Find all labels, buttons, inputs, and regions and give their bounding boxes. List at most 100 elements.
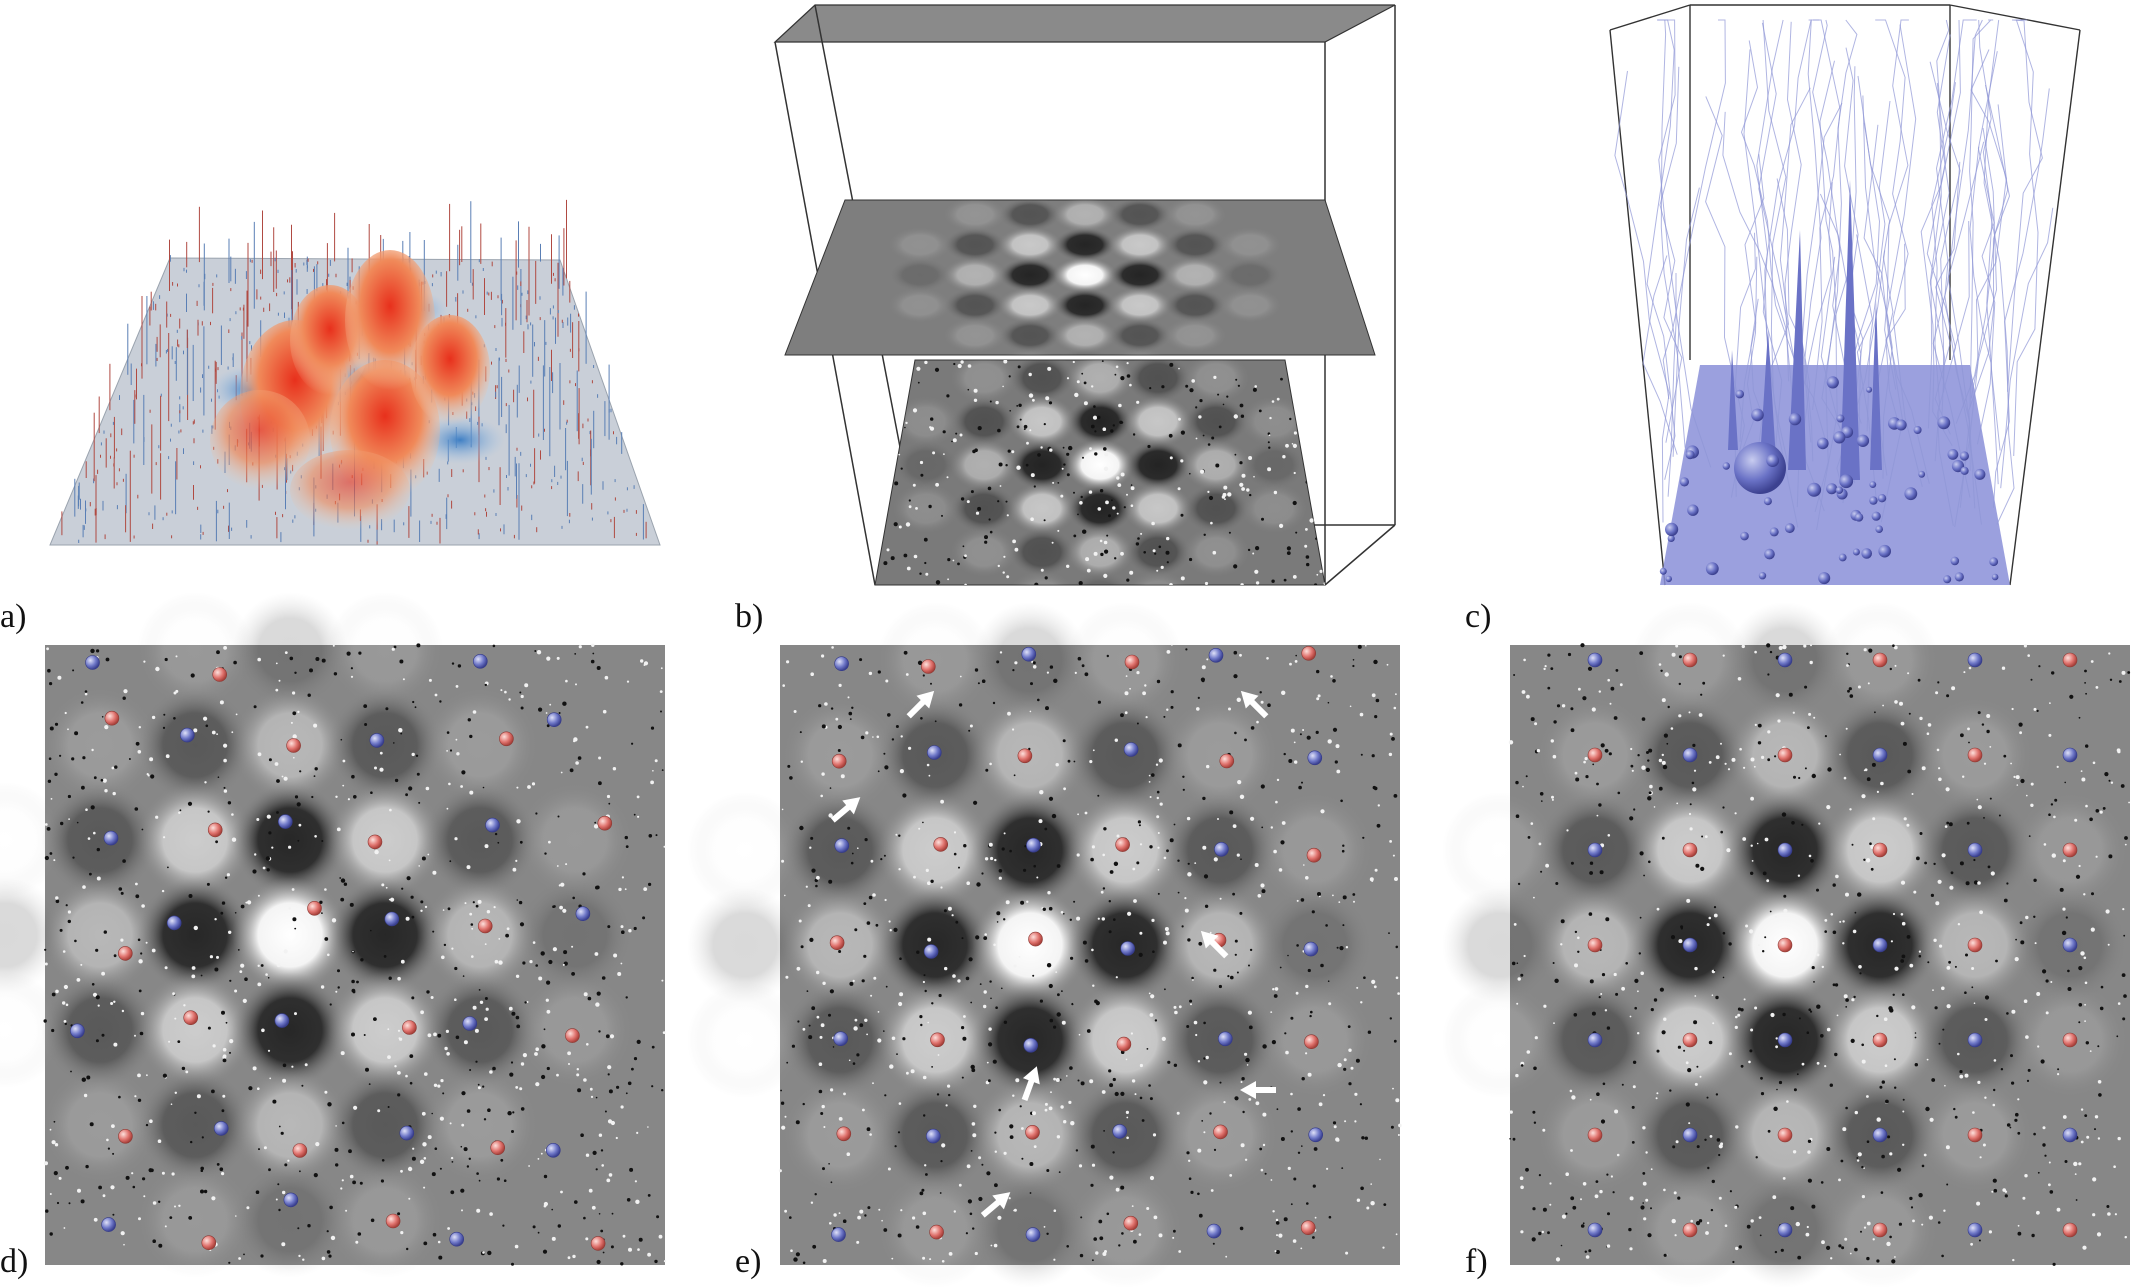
blue-sphere-icon [1587,842,1603,858]
blue-sphere-icon [1967,1222,1983,1238]
peaks [210,250,490,530]
red-sphere-icon [104,710,120,726]
bright-lobe [327,972,443,1088]
bright-lobe [1124,570,1192,585]
bright-lobe [687,982,803,1098]
red-sphere-icon [207,822,223,838]
red-sphere-icon [565,1028,580,1043]
bright-lobe [950,439,1018,491]
panel-label-c: c) [1465,598,1492,635]
bright-lobe [232,1067,348,1183]
blue-sphere-icon [1682,937,1698,953]
panel-c-field-lines [1510,0,2130,600]
bright-lobe [1163,257,1227,293]
charge-spheres [1587,652,2078,1238]
bright-lobe [877,602,993,718]
blue-sphere-icon [1214,842,1229,857]
panel-b-slice-box [755,0,1435,600]
bright-lobe [1124,396,1192,447]
blue-sphere-icon [1777,652,1793,668]
dark-lobe [1240,439,1308,491]
panel-d-slice-charges [0,592,675,1278]
dark-lobe [1182,483,1250,534]
red-sphere-icon [118,946,133,961]
blue-sphere-icon [1682,747,1698,763]
red-sphere-icon [183,1010,198,1026]
dark-lobe [42,972,158,1088]
blue-sphere-icon [546,712,562,727]
red-sphere-icon [933,837,948,852]
white-arrow-icon [1240,690,1269,719]
dark-lobe [1442,887,1558,1003]
bright-lobe [1442,982,1558,1098]
dark-lobe [327,687,443,803]
dark-lobe [137,877,253,993]
red-sphere-icon [2062,1222,2078,1238]
red-sphere-icon [1304,1034,1319,1050]
panel-label-f: f) [1465,1243,1488,1280]
dark-lobe [1066,570,1134,585]
dark-lobe [1008,360,1076,404]
red-sphere-icon [1682,842,1698,858]
blue-sphere-icon [278,814,293,829]
blue-sphere-icon [1587,652,1603,668]
bright-lobe [1008,396,1076,447]
blue-sphere-icon [1777,1032,1793,1048]
slice-image-f [1442,602,2131,1287]
blue-sphere-icon [462,1016,478,1031]
blue-sphere-icon [1872,937,1888,953]
thick-tubes [1728,180,1882,480]
red-sphere-icon [1872,1032,1888,1048]
red-sphere-icon [118,1128,133,1144]
dark-lobe [137,687,253,803]
red-sphere-icon [921,659,936,674]
bright-lobe [1108,227,1172,263]
red-sphere-icon [307,900,322,916]
blue-sphere-icon [180,727,195,743]
red-sphere-icon [1300,1220,1316,1236]
dark-lobe [998,200,1062,233]
blue-sphere-icon [1112,1124,1128,1139]
dark-lobe [1008,526,1076,578]
red-sphere-icon [829,935,845,951]
dark-lobe [1124,360,1192,404]
red-sphere-icon [1123,1215,1139,1231]
slice-box-plot [773,4,1396,586]
bright-lobe [1218,287,1282,323]
dark-lobe [1066,396,1134,447]
red-sphere-icon [1872,652,1888,668]
red-sphere-icon [836,1126,852,1142]
bright-lobe [137,782,253,898]
bright-lobe [1108,200,1172,202]
red-sphere-icon [1017,748,1033,764]
bright-lobe [422,877,538,993]
red-sphere-icon [1219,753,1235,769]
bright-lobe [998,227,1062,263]
bright-lobe [998,200,1062,202]
charge-spheres [70,653,613,1251]
red-sphere-icon [1967,747,1983,763]
panel-label-e: e) [735,1243,762,1280]
annotation-arrows [830,690,1276,1218]
lower-slice [874,359,1326,586]
bright-lobe [877,792,993,908]
red-sphere-icon [402,1020,417,1035]
bright-lobe [422,687,538,803]
red-sphere-icon [1777,747,1793,763]
dark-lobe [1053,287,1117,323]
dark-lobe [1124,526,1192,578]
red-sphere-icon [1115,837,1130,852]
dark-lobe [1108,200,1172,233]
blue-sphere-icon [834,656,849,672]
blue-sphere-icon [369,733,385,748]
bright-lobe [1053,257,1117,293]
panel-e-slice-charges-arrows [687,602,1410,1287]
red-sphere-icon [1872,1222,1888,1238]
bright-lobe [422,1067,538,1183]
box-edges [1609,4,2081,586]
bright-lobe [1066,360,1134,404]
bright-lobe [1163,200,1227,233]
dark-lobe [888,257,952,293]
bright-lobe [42,877,158,993]
red-sphere-icon [930,1032,945,1048]
